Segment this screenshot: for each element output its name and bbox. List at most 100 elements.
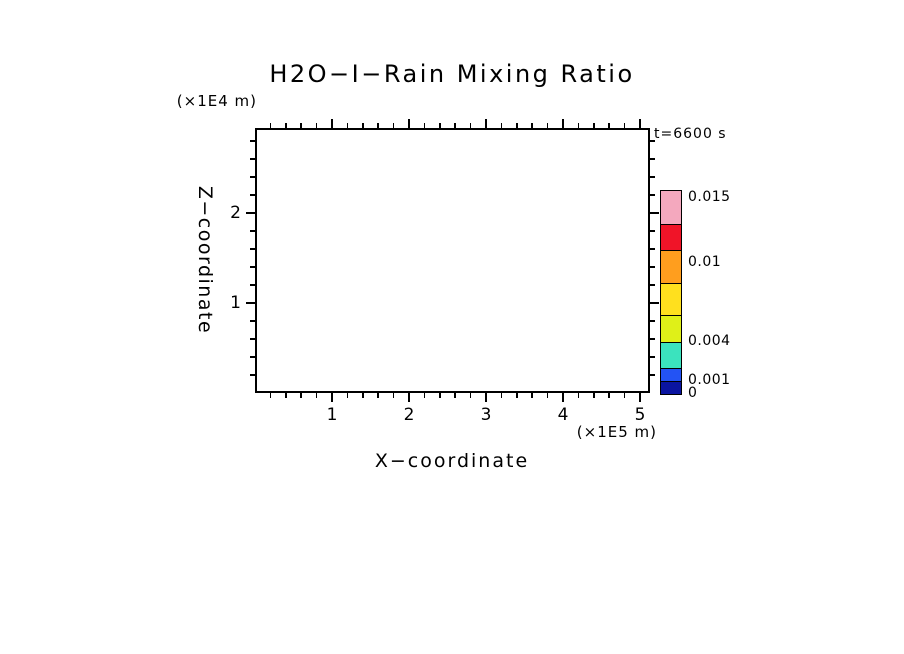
- z-major-tick: [650, 212, 659, 214]
- z-axis-title: Z−coordinate: [194, 185, 216, 335]
- x-minor-tick: [593, 123, 595, 128]
- z-tick-label: 2: [230, 203, 241, 223]
- z-minor-tick: [650, 194, 655, 196]
- x-major-tick: [639, 119, 641, 128]
- x-minor-tick: [623, 393, 626, 398]
- x-tick-label: 2: [403, 405, 415, 425]
- x-tick-label: 4: [557, 405, 569, 425]
- z-minor-tick: [650, 158, 655, 160]
- x-major-tick: [562, 119, 564, 128]
- colorbar: [660, 189, 682, 395]
- z-minor-tick: [650, 284, 655, 286]
- x-minor-tick: [439, 123, 441, 128]
- x-major-tick: [331, 119, 333, 128]
- colorbar-tick-label: 0.001: [688, 371, 731, 388]
- x-minor-tick: [469, 393, 472, 398]
- x-minor-tick: [593, 393, 595, 398]
- z-minor-tick: [250, 248, 255, 250]
- colorbar-segment: [661, 223, 681, 250]
- time-annotation: t=6600 s: [654, 126, 727, 142]
- x-major-tick: [485, 119, 487, 128]
- z-minor-tick: [250, 284, 255, 286]
- x-tick-label: 5: [634, 405, 646, 425]
- x-tick-label: 3: [480, 405, 492, 425]
- colorbar-segment: [661, 341, 681, 368]
- x-minor-tick: [608, 393, 610, 398]
- z-major-tick: [246, 302, 255, 304]
- z-minor-tick: [650, 248, 655, 250]
- x-minor-tick: [623, 123, 626, 128]
- x-minor-tick: [516, 393, 518, 398]
- x-minor-tick: [346, 393, 349, 398]
- z-minor-tick: [250, 356, 255, 358]
- colorbar-tick-label: 0.004: [688, 332, 731, 349]
- plot-title: H2O−I−Rain Mixing Ratio: [269, 60, 635, 88]
- x-minor-tick: [285, 393, 287, 398]
- z-minor-tick: [250, 374, 255, 376]
- x-minor-tick: [315, 393, 318, 398]
- x-major-tick: [331, 393, 333, 402]
- x-major-tick: [485, 393, 487, 402]
- x-minor-tick: [608, 123, 610, 128]
- x-major-tick: [562, 393, 564, 402]
- z-minor-tick: [650, 374, 655, 376]
- x-minor-tick: [362, 123, 364, 128]
- z-tick-label: 1: [230, 293, 241, 313]
- x-major-tick: [408, 119, 410, 128]
- z-minor-tick: [650, 338, 655, 340]
- x-minor-tick: [423, 393, 426, 398]
- x-minor-tick: [577, 123, 580, 128]
- colorbar-segment: [661, 249, 681, 283]
- x-minor-tick: [300, 393, 302, 398]
- x-minor-tick: [546, 393, 549, 398]
- x-major-tick: [639, 393, 641, 402]
- z-minor-tick: [250, 266, 255, 268]
- x-minor-tick: [315, 123, 318, 128]
- z-minor-tick: [650, 230, 655, 232]
- x-minor-tick: [392, 393, 395, 398]
- x-tick-label: 1: [326, 405, 338, 425]
- z-axis-units-label: (×1E4 m): [176, 92, 257, 110]
- z-minor-tick: [650, 320, 655, 322]
- x-axis-title: X−coordinate: [374, 450, 530, 472]
- x-major-tick: [408, 393, 410, 402]
- colorbar-segment: [661, 380, 681, 394]
- z-minor-tick: [250, 158, 255, 160]
- colorbar-tick-label: 0.015: [688, 188, 731, 205]
- x-minor-tick: [500, 393, 503, 398]
- plot-area: [255, 128, 650, 393]
- x-minor-tick: [439, 393, 441, 398]
- x-axis-units-label: (×1E5 m): [576, 423, 657, 441]
- x-minor-tick: [269, 123, 272, 128]
- x-minor-tick: [377, 123, 379, 128]
- colorbar-segment: [661, 367, 681, 381]
- x-minor-tick: [377, 393, 379, 398]
- colorbar-segment: [661, 190, 681, 224]
- x-minor-tick: [392, 123, 395, 128]
- x-minor-tick: [531, 123, 533, 128]
- z-major-tick: [246, 212, 255, 214]
- z-major-tick: [650, 302, 659, 304]
- z-minor-tick: [250, 230, 255, 232]
- z-minor-tick: [250, 338, 255, 340]
- colorbar-tick-label: 0.01: [688, 254, 722, 270]
- z-minor-tick: [250, 194, 255, 196]
- z-minor-tick: [650, 140, 655, 142]
- x-minor-tick: [454, 393, 456, 398]
- x-minor-tick: [531, 393, 533, 398]
- x-minor-tick: [516, 123, 518, 128]
- colorbar-tick-label: 0: [688, 385, 698, 401]
- z-minor-tick: [650, 356, 655, 358]
- x-minor-tick: [469, 123, 472, 128]
- x-minor-tick: [546, 123, 549, 128]
- x-minor-tick: [300, 123, 302, 128]
- x-minor-tick: [362, 393, 364, 398]
- z-minor-tick: [250, 320, 255, 322]
- z-minor-tick: [650, 176, 655, 178]
- x-minor-tick: [269, 393, 272, 398]
- x-minor-tick: [285, 123, 287, 128]
- x-minor-tick: [500, 123, 503, 128]
- x-minor-tick: [577, 393, 580, 398]
- x-minor-tick: [423, 123, 426, 128]
